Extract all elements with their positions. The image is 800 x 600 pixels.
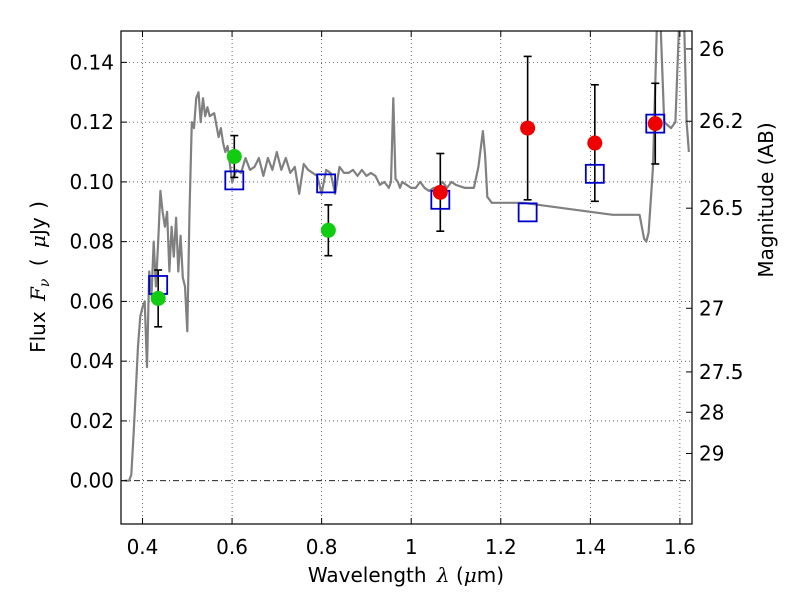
right-tick-label: 26.5 — [699, 196, 744, 220]
right-tick-label: 26 — [699, 37, 724, 61]
model-square — [224, 170, 245, 191]
x-tick-label: 1 — [405, 535, 418, 559]
y-tick-label: 0.00 — [69, 469, 114, 493]
right-tick-label: 29 — [699, 441, 724, 465]
x-tick-label: 0.6 — [216, 535, 248, 559]
plot-frame — [120, 30, 693, 525]
observed-photometry-points — [150, 116, 663, 306]
red-data-point — [520, 120, 536, 136]
template-sed-line — [124, 31, 690, 482]
x-tick-label: 1.6 — [664, 535, 696, 559]
x-tick-label: 0.4 — [127, 535, 159, 559]
model-photometry-squares — [148, 113, 666, 295]
y-axis-ticks: 0.00 0.02 0.04 0.06 0.08 0.10 0.12 0.14 — [69, 50, 127, 493]
right-tick-label: 26.2 — [699, 109, 744, 133]
model-square — [645, 113, 666, 134]
right-tick-label: 28 — [699, 400, 724, 424]
plot-background — [121, 31, 692, 524]
green-data-point — [320, 222, 336, 238]
right-tick-label: 27.5 — [699, 360, 744, 384]
right-axis-ticks: 26 26.2 26.5 27 27.5 28 29 — [686, 37, 744, 465]
model-square — [517, 202, 538, 223]
green-data-point — [150, 290, 166, 306]
right-tick-label: 27 — [699, 296, 724, 320]
y-tick-label: 0.02 — [69, 409, 114, 433]
x-tick-label: 1.2 — [485, 535, 517, 559]
red-data-point — [432, 184, 448, 200]
y-tick-label: 0.14 — [69, 50, 114, 74]
x-axis-ticks: 0.4 0.6 0.8 1 1.2 1.4 1.6 — [127, 31, 696, 559]
y-tick-label: 0.10 — [69, 170, 114, 194]
red-data-point — [587, 135, 603, 151]
y-tick-label: 0.12 — [69, 110, 114, 134]
x-tick-label: 0.8 — [306, 535, 338, 559]
y-axis-title: Flux Fν ( μJy ) — [26, 201, 54, 353]
y-tick-label: 0.04 — [69, 349, 114, 373]
red-data-point — [647, 116, 663, 132]
x-axis-title: Wavelength λ (μm) — [308, 563, 504, 587]
model-square — [316, 173, 337, 194]
green-data-point — [226, 148, 242, 164]
y-tick-label: 0.08 — [69, 230, 114, 254]
model-square — [584, 163, 605, 184]
x-tick-label: 1.4 — [574, 535, 606, 559]
right-axis-title: Magnitude (AB) — [754, 122, 778, 277]
y-tick-label: 0.06 — [69, 289, 114, 313]
